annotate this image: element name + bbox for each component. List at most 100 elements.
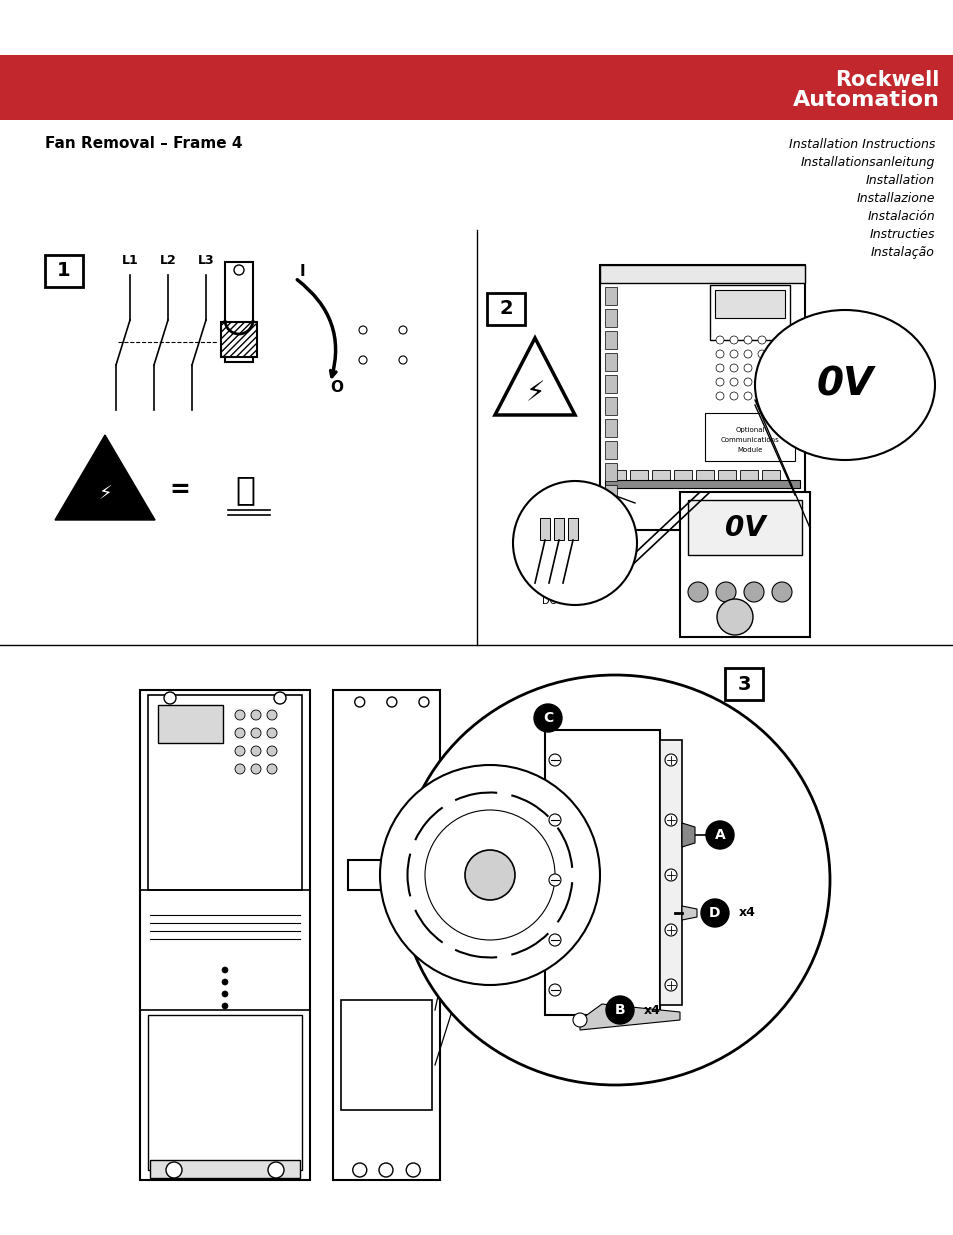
Text: L3: L3 bbox=[197, 253, 214, 267]
Polygon shape bbox=[681, 906, 697, 920]
Bar bbox=[0, 56, 953, 120]
Circle shape bbox=[743, 350, 751, 358]
Circle shape bbox=[729, 364, 738, 372]
Circle shape bbox=[705, 821, 733, 848]
Circle shape bbox=[664, 869, 677, 881]
Circle shape bbox=[664, 755, 677, 766]
Bar bbox=[599, 266, 804, 530]
Circle shape bbox=[743, 378, 751, 387]
Text: L1: L1 bbox=[121, 253, 138, 267]
Circle shape bbox=[234, 710, 245, 720]
Text: 3: 3 bbox=[737, 674, 750, 694]
Bar bbox=[704, 412, 794, 461]
Circle shape bbox=[548, 874, 560, 885]
Circle shape bbox=[251, 710, 261, 720]
Circle shape bbox=[664, 979, 677, 990]
Circle shape bbox=[378, 1163, 393, 1177]
Circle shape bbox=[222, 990, 228, 997]
Text: Instructies: Instructies bbox=[868, 228, 934, 241]
Bar bbox=[709, 285, 789, 340]
Circle shape bbox=[716, 336, 723, 345]
Bar bbox=[150, 1160, 299, 1178]
Bar bbox=[333, 690, 439, 1179]
Circle shape bbox=[729, 378, 738, 387]
Text: Optional: Optional bbox=[735, 427, 764, 433]
Ellipse shape bbox=[754, 310, 934, 459]
Circle shape bbox=[398, 326, 407, 333]
Bar bbox=[761, 471, 780, 482]
Bar bbox=[718, 471, 735, 482]
Bar bbox=[140, 690, 310, 1179]
Circle shape bbox=[274, 692, 286, 704]
Bar bbox=[604, 396, 617, 415]
Circle shape bbox=[743, 391, 751, 400]
Bar bbox=[604, 353, 617, 370]
Circle shape bbox=[251, 746, 261, 756]
Bar bbox=[679, 492, 809, 637]
Circle shape bbox=[233, 266, 244, 275]
Circle shape bbox=[379, 764, 599, 986]
Circle shape bbox=[251, 764, 261, 774]
Text: Fan Removal – Frame 4: Fan Removal – Frame 4 bbox=[45, 136, 242, 151]
Circle shape bbox=[548, 814, 560, 826]
Text: L2: L2 bbox=[159, 253, 176, 267]
Circle shape bbox=[222, 979, 228, 986]
Circle shape bbox=[406, 1163, 420, 1177]
Circle shape bbox=[716, 391, 723, 400]
Bar bbox=[45, 254, 83, 287]
Bar bbox=[340, 1000, 432, 1110]
Bar bbox=[554, 517, 563, 540]
Circle shape bbox=[534, 704, 561, 732]
Circle shape bbox=[700, 899, 728, 927]
Circle shape bbox=[548, 984, 560, 995]
Polygon shape bbox=[495, 338, 575, 415]
Circle shape bbox=[758, 350, 765, 358]
Circle shape bbox=[771, 582, 791, 601]
Text: Module: Module bbox=[737, 447, 761, 453]
Circle shape bbox=[605, 995, 634, 1024]
Circle shape bbox=[355, 697, 364, 706]
Ellipse shape bbox=[399, 676, 829, 1086]
Bar bbox=[604, 287, 617, 305]
Circle shape bbox=[251, 727, 261, 739]
Circle shape bbox=[573, 1013, 586, 1028]
Bar bbox=[221, 322, 256, 357]
Circle shape bbox=[729, 350, 738, 358]
Bar bbox=[659, 740, 681, 1005]
Circle shape bbox=[716, 582, 735, 601]
Bar bbox=[604, 463, 617, 480]
Text: Instalación: Instalación bbox=[866, 210, 934, 224]
Text: Instalação: Instalação bbox=[870, 246, 934, 259]
Circle shape bbox=[513, 480, 637, 605]
Bar bbox=[604, 480, 800, 488]
Circle shape bbox=[716, 350, 723, 358]
Polygon shape bbox=[579, 1004, 679, 1030]
Circle shape bbox=[716, 364, 723, 372]
Circle shape bbox=[234, 764, 245, 774]
Text: D: D bbox=[708, 906, 720, 920]
Circle shape bbox=[664, 924, 677, 936]
Text: DC-: DC- bbox=[578, 597, 596, 606]
Circle shape bbox=[267, 727, 276, 739]
Circle shape bbox=[164, 692, 175, 704]
Bar bbox=[486, 293, 524, 325]
Circle shape bbox=[548, 934, 560, 946]
Circle shape bbox=[743, 336, 751, 345]
Circle shape bbox=[267, 710, 276, 720]
Circle shape bbox=[418, 697, 429, 706]
Bar bbox=[604, 375, 617, 393]
Bar bbox=[225, 262, 253, 362]
Circle shape bbox=[758, 364, 765, 372]
Circle shape bbox=[358, 356, 367, 364]
Circle shape bbox=[758, 378, 765, 387]
Bar bbox=[629, 471, 647, 482]
Bar bbox=[724, 668, 762, 700]
Bar bbox=[604, 331, 617, 350]
Text: A: A bbox=[714, 827, 724, 842]
Text: I: I bbox=[299, 264, 305, 279]
Text: Installationsanleitung: Installationsanleitung bbox=[800, 156, 934, 169]
Text: 2: 2 bbox=[498, 300, 513, 319]
Text: Automation: Automation bbox=[792, 90, 939, 110]
Bar bbox=[687, 500, 801, 555]
Circle shape bbox=[687, 582, 707, 601]
